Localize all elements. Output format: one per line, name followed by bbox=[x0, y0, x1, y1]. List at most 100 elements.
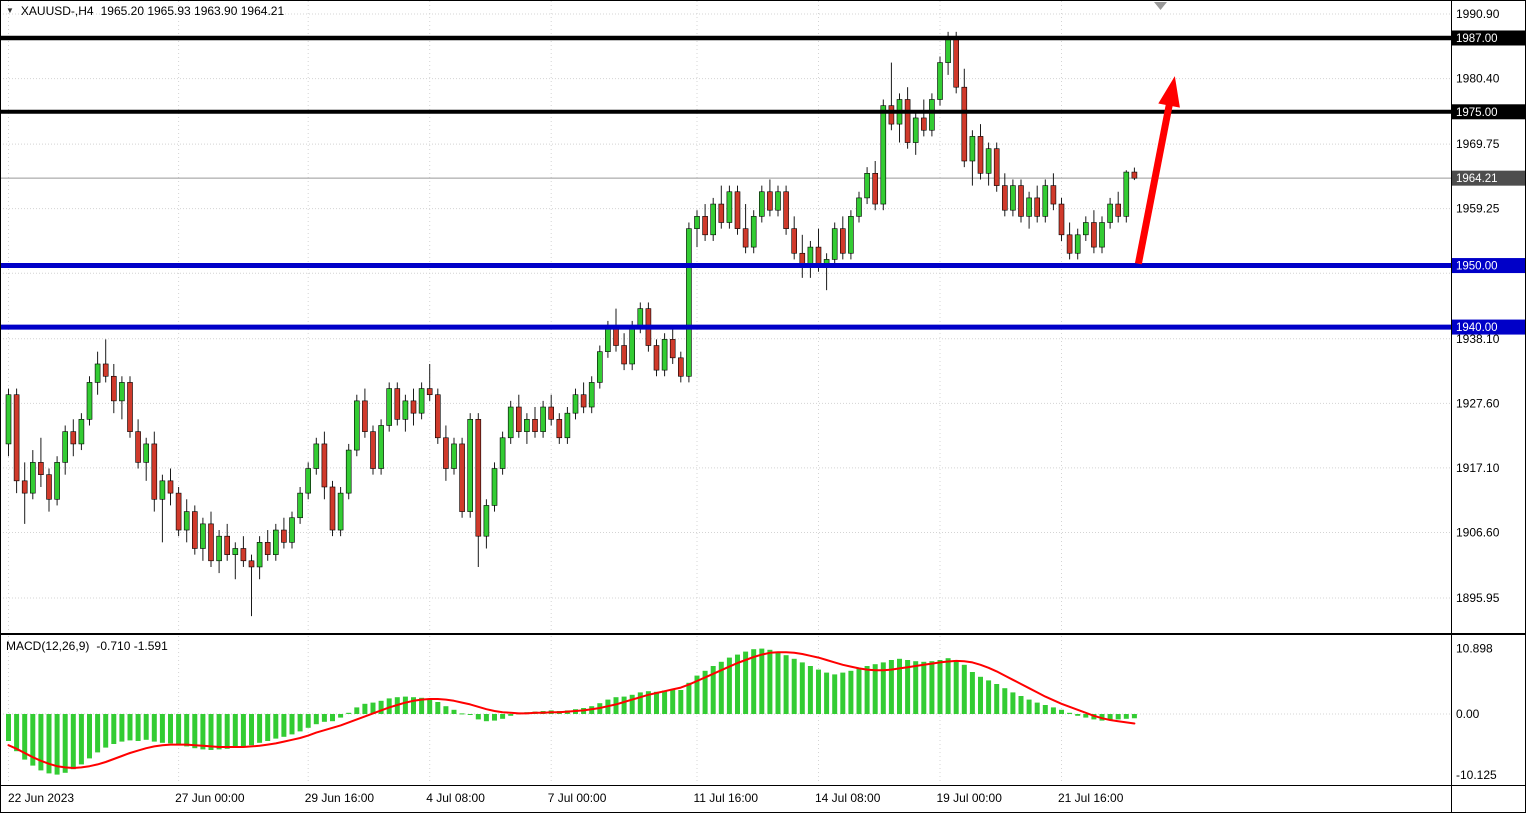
macd-bar bbox=[14, 714, 20, 752]
macd-bar bbox=[1107, 714, 1113, 720]
macd-bar bbox=[168, 714, 173, 744]
macd-bar bbox=[726, 657, 732, 714]
macd-bar bbox=[111, 714, 117, 744]
bear-candle bbox=[839, 228, 846, 254]
macd-bar bbox=[451, 709, 457, 714]
bull-candle bbox=[1010, 185, 1016, 211]
bull-candle bbox=[86, 382, 93, 420]
bull-candle bbox=[200, 523, 206, 549]
bear-candle bbox=[321, 443, 328, 488]
bear-candle bbox=[515, 406, 522, 432]
macd-bar bbox=[6, 714, 11, 741]
macd-bar bbox=[856, 668, 862, 714]
macd-bar bbox=[702, 670, 708, 714]
bear-candle bbox=[791, 228, 798, 254]
macd-bar bbox=[783, 655, 789, 714]
macd-bar bbox=[978, 676, 983, 714]
bull-candle bbox=[929, 99, 935, 131]
bear-candle bbox=[127, 382, 133, 432]
bear-candle bbox=[977, 136, 984, 174]
macd-bar bbox=[832, 674, 838, 714]
macd-bar bbox=[508, 714, 514, 716]
bull-candle bbox=[1026, 197, 1032, 217]
bear-candle bbox=[281, 529, 287, 543]
bear-candle bbox=[370, 431, 376, 469]
bear-candle bbox=[13, 394, 20, 482]
bull-candle bbox=[540, 406, 546, 432]
bull-candle bbox=[831, 228, 838, 260]
bear-candle bbox=[459, 443, 465, 512]
macd-bar bbox=[87, 714, 92, 759]
macd-bar bbox=[492, 714, 497, 721]
bear-candle bbox=[224, 535, 230, 555]
bear-candle bbox=[38, 462, 44, 475]
macd-bar bbox=[159, 714, 165, 743]
macd-bar bbox=[880, 662, 886, 714]
bear-candle bbox=[264, 542, 271, 555]
macd-bar bbox=[232, 714, 238, 748]
macd-bar bbox=[670, 689, 676, 714]
macd-bar bbox=[645, 691, 651, 714]
macd-bar bbox=[459, 713, 465, 715]
macd-bar bbox=[95, 714, 101, 753]
macd-values: -0.710 -1.591 bbox=[96, 639, 168, 653]
price-tick-label: 1969.75 bbox=[1456, 137, 1500, 151]
macd-bar bbox=[913, 661, 919, 714]
bear-candle bbox=[135, 431, 141, 463]
macd-bar bbox=[921, 661, 927, 714]
bear-candle bbox=[613, 326, 619, 346]
trend-arrow-shaft[interactable] bbox=[1134, 93, 1175, 265]
bull-candle bbox=[686, 228, 692, 377]
price-axis[interactable] bbox=[1452, 30, 1525, 335]
bull-candle bbox=[483, 505, 490, 537]
bear-candle bbox=[46, 474, 52, 500]
macd-bar bbox=[386, 698, 392, 714]
bull-candle bbox=[119, 382, 125, 402]
bear-candle bbox=[556, 419, 563, 439]
macd-bar bbox=[30, 714, 36, 766]
bear-candle bbox=[175, 492, 182, 531]
macd-bar bbox=[216, 714, 222, 750]
macd-bar bbox=[824, 672, 830, 714]
bull-candle bbox=[5, 394, 12, 445]
bull-candle bbox=[402, 400, 409, 420]
macd-bar bbox=[735, 654, 740, 714]
bear-candle bbox=[443, 437, 449, 469]
bear-candle bbox=[548, 406, 555, 420]
macd-bar bbox=[402, 696, 408, 714]
macd-bar bbox=[427, 699, 433, 714]
bear-candle bbox=[240, 548, 247, 562]
macd-bar bbox=[986, 680, 992, 714]
macd-bar bbox=[435, 702, 441, 714]
macd-bar bbox=[888, 660, 894, 714]
bull-candle bbox=[256, 542, 263, 568]
bull-candle bbox=[159, 480, 166, 500]
trend-arrow-head[interactable] bbox=[1158, 76, 1180, 108]
macd-bar bbox=[961, 664, 967, 714]
bear-candle bbox=[208, 523, 214, 562]
bear-candle bbox=[1018, 185, 1024, 217]
bear-candle bbox=[961, 86, 968, 162]
macd-bar bbox=[678, 690, 684, 714]
macd-name: MACD(12,26,9) bbox=[6, 639, 90, 653]
price-label-box-1975.00 bbox=[1452, 104, 1525, 120]
bull-candle bbox=[945, 37, 951, 63]
macd-bar bbox=[816, 669, 821, 714]
macd-bar bbox=[613, 697, 619, 714]
macd-bar bbox=[135, 714, 141, 741]
collapse-triangle-icon[interactable]: ▼ bbox=[6, 6, 14, 15]
macd-bar bbox=[710, 666, 716, 714]
macd-bar bbox=[354, 707, 360, 714]
time-axis-label: 29 Jun 16:00 bbox=[305, 791, 375, 805]
chart-shift-marker-icon[interactable] bbox=[1154, 2, 1167, 10]
bull-candle bbox=[848, 216, 854, 254]
bear-candle bbox=[362, 400, 368, 432]
macd-bar bbox=[22, 714, 28, 760]
macd-bar bbox=[1018, 696, 1024, 714]
time-axis-label: 4 Jul 08:00 bbox=[426, 791, 485, 805]
macd-bar bbox=[807, 666, 813, 714]
macd-bar bbox=[1123, 714, 1129, 719]
macd-bar bbox=[62, 714, 68, 773]
macd-bar bbox=[419, 697, 425, 714]
